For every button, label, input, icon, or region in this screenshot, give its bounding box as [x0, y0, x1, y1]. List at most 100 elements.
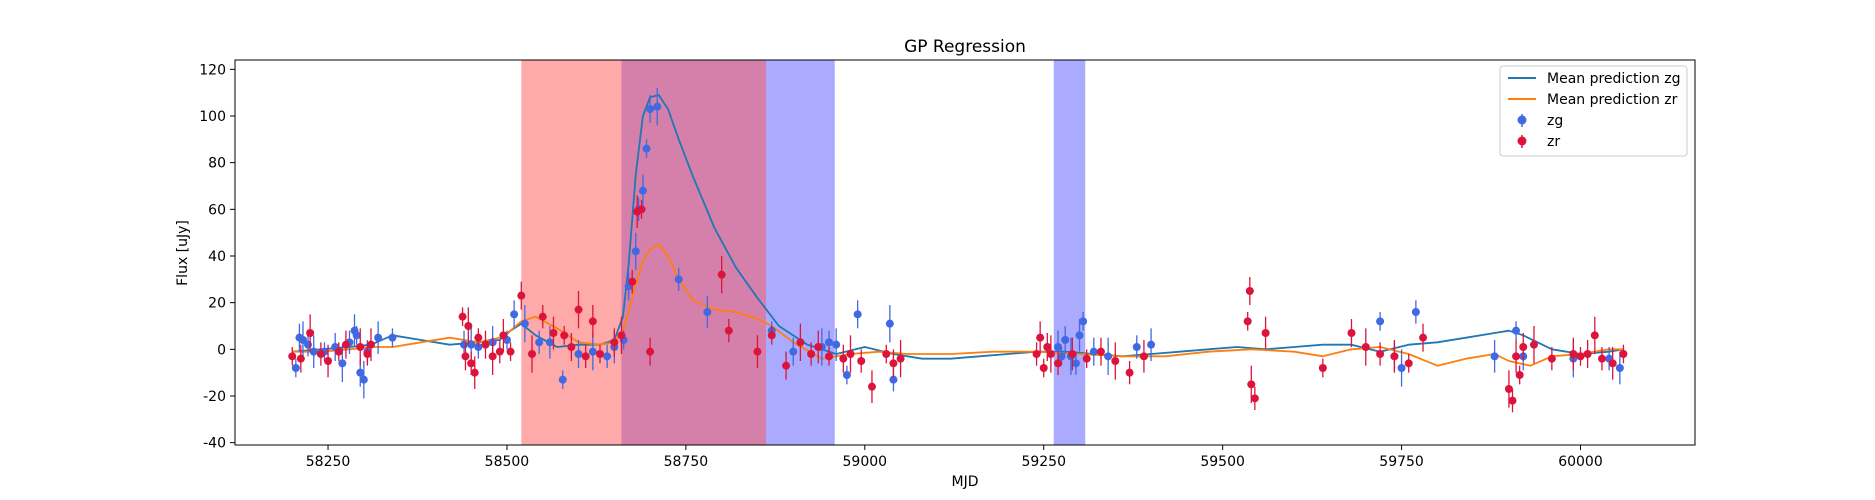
zr-point [567, 343, 576, 351]
zr-point [481, 340, 490, 349]
zr-point [889, 359, 898, 368]
zg-point [1054, 343, 1063, 351]
zg-point [467, 340, 476, 349]
zr-point [528, 350, 537, 358]
zg-point [1376, 317, 1385, 326]
zr-point [341, 340, 350, 349]
zg-point [588, 347, 597, 356]
zg-point [356, 368, 365, 377]
y-tick-label: 80 [208, 156, 226, 172]
zr-point [560, 331, 569, 340]
zr-point [316, 350, 325, 358]
zr-point [637, 205, 646, 214]
zr-point [1347, 329, 1356, 337]
zr-point [1608, 359, 1617, 368]
mean-prediction-zr-line [292, 243, 1624, 367]
zg-point [703, 308, 712, 316]
zg-point [853, 310, 862, 319]
zr-point [1590, 331, 1599, 340]
zr-point [1361, 343, 1370, 351]
zr-point [617, 331, 626, 340]
series-zr [288, 195, 1628, 413]
x-tick-label: 58250 [306, 454, 351, 470]
zr-point [1082, 354, 1091, 363]
zr-point [356, 343, 365, 351]
zg-point [291, 364, 300, 372]
zr-point [825, 352, 834, 361]
zr-point [1569, 350, 1578, 358]
zr-point [517, 291, 526, 300]
zr-point [574, 305, 583, 314]
zg-point [1615, 364, 1624, 372]
zg-point [1512, 326, 1521, 335]
zg-point [638, 186, 647, 195]
zg-point [545, 338, 554, 347]
zr-point [1390, 352, 1399, 361]
zg-point [642, 144, 651, 153]
zg-point [825, 338, 834, 347]
zr-point [1512, 352, 1521, 361]
zg-point [1104, 352, 1113, 361]
zr-point [474, 333, 483, 342]
zr-point [882, 350, 891, 358]
zr-point [1046, 350, 1055, 358]
zg-point [460, 340, 469, 349]
zr-point [458, 312, 467, 321]
zr-point [596, 350, 604, 358]
zr-point [1043, 343, 1052, 351]
shaded-region-blue [766, 60, 835, 445]
zr-point [1243, 317, 1252, 326]
zr-point [1096, 347, 1105, 356]
zg-point [842, 371, 851, 379]
zr-point [646, 347, 655, 356]
zg-point [603, 352, 612, 361]
zg-point [352, 331, 361, 340]
zr-point [1111, 357, 1120, 365]
y-tick-label: 20 [208, 296, 226, 312]
zg-point [374, 333, 383, 342]
zr-point [581, 352, 590, 361]
zg-point [1132, 343, 1141, 351]
zr-point [1597, 354, 1606, 363]
x-tick-label: 58750 [664, 454, 709, 470]
zg-point [1397, 364, 1406, 372]
zr-point [1529, 340, 1538, 349]
zr-point [324, 357, 333, 365]
zr-point [814, 343, 823, 351]
x-axis-label: MJD [952, 474, 979, 490]
zg-point [558, 375, 567, 384]
zr-point [782, 361, 791, 370]
zg-point [510, 310, 519, 319]
zr-point [867, 382, 876, 391]
zr-point [724, 326, 733, 335]
zr-point [588, 317, 597, 326]
zg-point [1089, 347, 1098, 356]
y-tick-label: 120 [199, 62, 226, 78]
zr-point [628, 277, 637, 286]
zg-point [1079, 317, 1088, 326]
zr-point [1547, 354, 1556, 363]
x-tick-label: 59500 [1200, 454, 1245, 470]
zg-point [1057, 352, 1066, 361]
zr-point [499, 331, 508, 340]
x-tick-label: 59000 [843, 454, 888, 470]
zg-point [304, 340, 312, 349]
zg-point [298, 336, 307, 344]
zg-point [1075, 331, 1084, 340]
y-tick-label: 0 [217, 342, 226, 358]
zr-point [334, 347, 343, 356]
zr-point [1245, 287, 1254, 295]
legend-label-zg: zg [1547, 113, 1563, 129]
chart-title: GP Regression [904, 37, 1026, 57]
x-tick-label: 58500 [485, 454, 530, 470]
zr-point [464, 322, 473, 330]
zr-point [807, 350, 816, 358]
zr-point [296, 354, 305, 363]
zg-point [309, 347, 318, 356]
zg-point [1411, 308, 1420, 316]
zr-point [1376, 350, 1385, 358]
zr-point [846, 350, 855, 358]
data-points [288, 88, 1628, 413]
zr-point [1515, 371, 1524, 379]
